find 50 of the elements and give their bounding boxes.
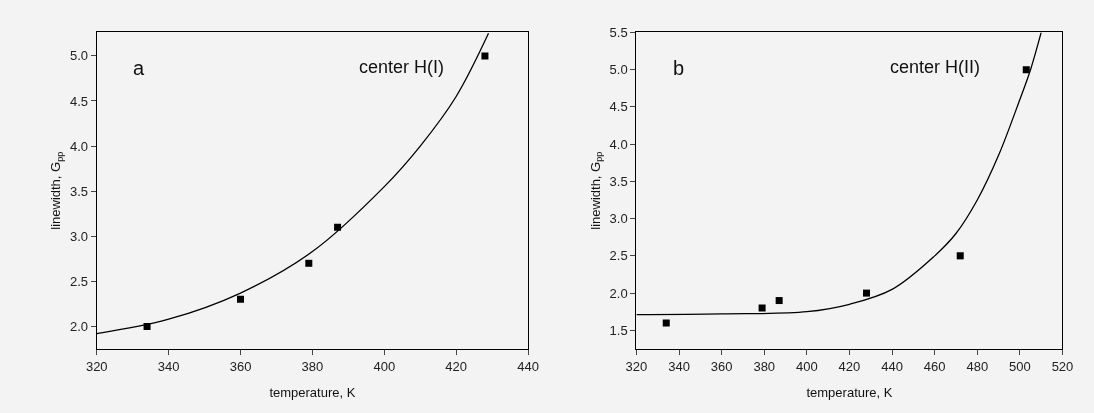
annotation: center H(II) (890, 57, 981, 77)
y-tick-label: 4.0 (609, 136, 628, 152)
point (662, 319, 670, 327)
y-tick-label: 4.0 (69, 138, 88, 154)
annotation: b (673, 57, 685, 79)
x-tick-label: 480 (966, 358, 989, 374)
y-tick-label: 3.0 (609, 211, 628, 227)
x-tick-label: 360 (710, 358, 733, 374)
x-tick-label: 320 (85, 358, 108, 374)
point (334, 223, 342, 231)
y-tick-label: 4.5 (609, 99, 628, 115)
x-tick-label: 380 (301, 358, 324, 374)
x-tick-label: 360 (229, 358, 252, 374)
y-tick-label: 5.5 (609, 24, 628, 40)
point (1022, 66, 1030, 74)
x-tick-label: 500 (1009, 358, 1031, 374)
x-axis-title: temperature, K (806, 385, 893, 401)
y-tick-label: 3.5 (609, 173, 628, 189)
x-tick-label: 340 (157, 358, 180, 374)
x-tick-label: 400 (795, 358, 818, 374)
y-tick-label: 2.5 (69, 273, 88, 289)
y-tick-label: 5.0 (609, 62, 628, 78)
x-axis-title: temperature, K (269, 385, 356, 401)
y-tick-label: 4.5 (69, 93, 88, 109)
x-tick-label: 420 (838, 358, 861, 374)
y-tick-label: 2.0 (609, 285, 628, 301)
point (237, 295, 245, 303)
annotation: center H(I) (359, 57, 445, 77)
y-tick-label: 2.0 (69, 318, 88, 334)
x-tick-label: 340 (668, 358, 690, 374)
x-tick-label: 460 (923, 358, 946, 374)
x-tick-label: 520 (1051, 358, 1074, 374)
point (305, 259, 313, 267)
point (758, 304, 766, 312)
point (481, 52, 489, 60)
x-tick-label: 320 (625, 358, 648, 374)
x-tick-label: 440 (881, 358, 903, 374)
y-tick-label: 3.5 (69, 183, 88, 199)
x-tick-label: 420 (445, 358, 468, 374)
y-tick-label: 2.5 (609, 248, 628, 264)
annotation: a (133, 57, 145, 79)
y-tick-label: 5.0 (69, 48, 88, 64)
point (956, 252, 964, 260)
point (775, 297, 783, 305)
y-tick-label: 1.5 (609, 322, 628, 338)
point (862, 289, 870, 297)
x-tick-label: 440 (517, 358, 539, 374)
y-tick-label: 3.0 (69, 228, 88, 244)
x-tick-label: 400 (373, 358, 396, 374)
x-tick-label: 380 (753, 358, 776, 374)
